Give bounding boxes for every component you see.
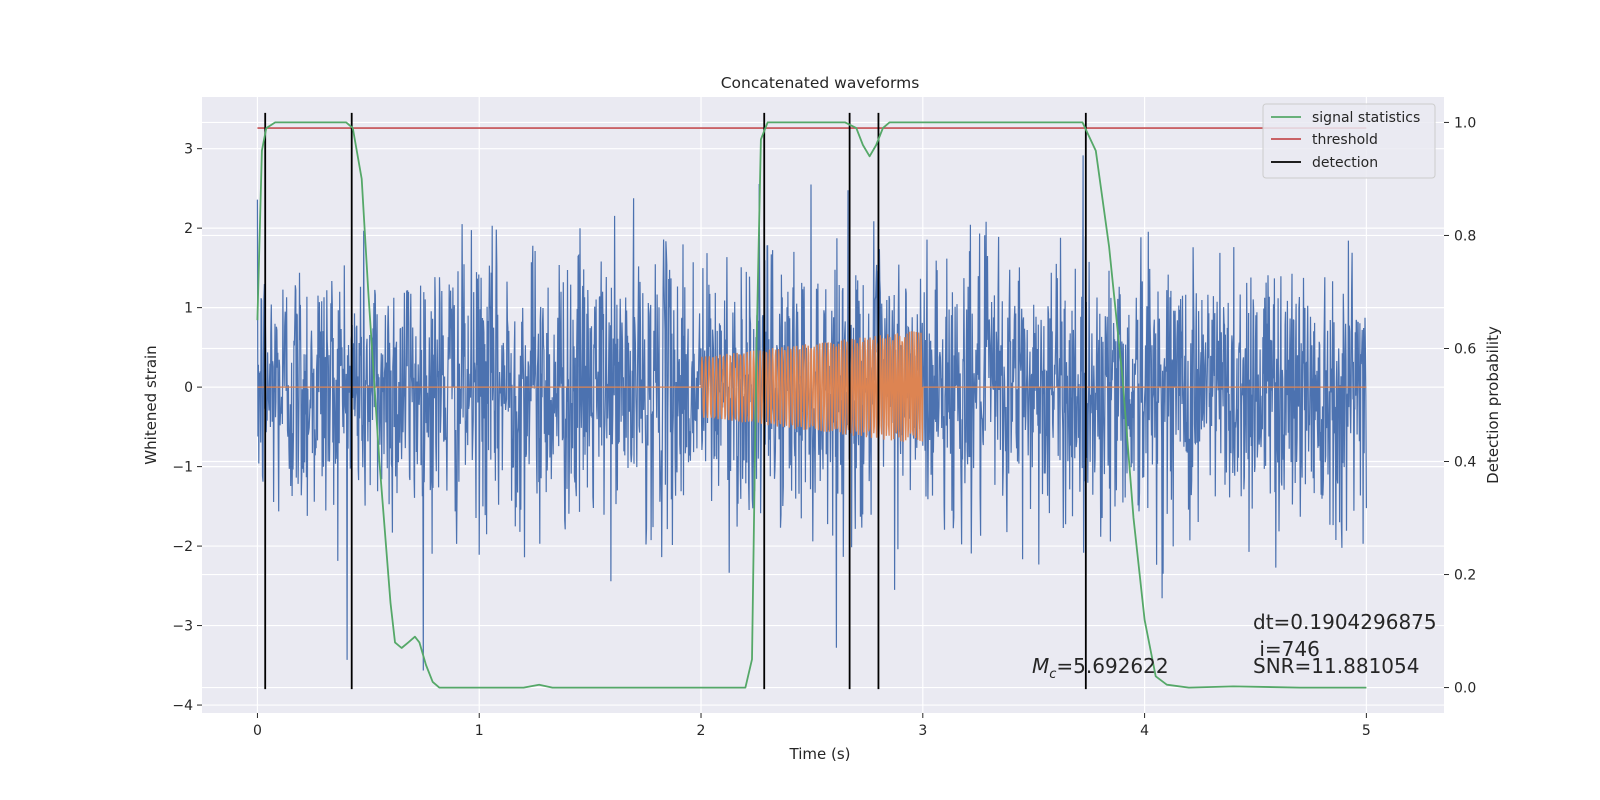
chirp-mass-symbol: M (1032, 654, 1049, 678)
axis-ticks: 0 1 2 3 4 5 −4 −3 −2 −1 0 1 2 3 0.0 0.2 0.4 0.6 0.8 1.0 (172, 115, 1476, 739)
y-tick-label-6: 2 (184, 221, 193, 237)
snr-annotation: SNR=11.881054 (1253, 654, 1419, 678)
y2-tick-label-0: 0.0 (1454, 681, 1476, 697)
y2-tick-label-1: 0.2 (1454, 568, 1476, 584)
chirp-mass-annotation: Mc=5.692622 (1032, 654, 1169, 682)
x-tick-label-5: 5 (1362, 723, 1371, 739)
y-tick-label-3: −1 (172, 460, 193, 476)
y-axis-label: Whitened strain (142, 345, 160, 464)
x-tick-label-3: 3 (918, 723, 927, 739)
x-axis-label: Time (s) (789, 745, 851, 763)
x-tick-label-4: 4 (1140, 723, 1149, 739)
y-tick-label-4: 0 (184, 380, 193, 396)
legend: signal statistics threshold detection (1262, 103, 1436, 179)
y2-tick-label-5: 1.0 (1454, 115, 1476, 131)
y2-tick-label-4: 0.8 (1454, 228, 1476, 244)
annotations: Mc=5.692622 dt=0.1904296875 i=746 SNR=11… (1032, 610, 1437, 682)
y-tick-label-5: 1 (184, 301, 193, 317)
legend-label-signal-statistics: signal statistics (1312, 110, 1420, 126)
x-tick-label-0: 0 (253, 723, 262, 739)
right-y-axis-label: Detection probability (1484, 326, 1502, 484)
dt-annotation: dt=0.1904296875 (1253, 610, 1437, 634)
plot-content (256, 112, 1367, 690)
legend-box (1262, 103, 1436, 179)
chirp-mass-value: =5.692622 (1056, 654, 1168, 678)
x-tick-label-1: 1 (475, 723, 484, 739)
signal-statistics-line (256, 121, 1367, 689)
x-tick-label-2: 2 (697, 723, 706, 739)
y-tick-label-7: 3 (184, 142, 193, 158)
y-tick-label-1: −3 (172, 619, 193, 635)
injected-signal-line (257, 331, 1367, 442)
y2-tick-label-2: 0.4 (1454, 455, 1476, 471)
legend-label-detection: detection (1312, 155, 1378, 171)
y-tick-label-0: −4 (172, 698, 193, 714)
y-tick-label-2: −2 (172, 539, 193, 555)
legend-label-threshold: threshold (1312, 132, 1378, 148)
index-annotation: i=746 (1253, 637, 1320, 661)
chirp-mass-subscript: c (1049, 667, 1056, 682)
chart-title: Concatenated waveforms (721, 74, 920, 92)
y2-tick-label-3: 0.6 (1454, 341, 1476, 357)
